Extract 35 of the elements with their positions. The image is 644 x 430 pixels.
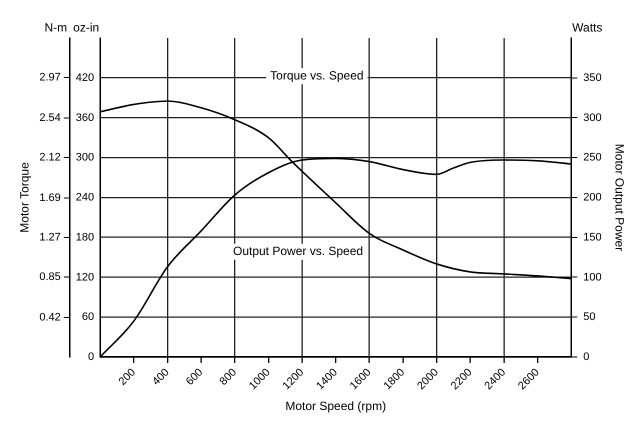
y-tick-label: 120	[76, 271, 94, 284]
y3-tick-label: 0.42	[39, 311, 61, 324]
y-tick-label: 0	[88, 350, 94, 363]
annotation: Output Power vs. Speed	[232, 244, 364, 258]
text: oz-in	[73, 20, 100, 34]
text: Watts	[572, 20, 602, 34]
y2-axis-title: Motor Output Power	[612, 144, 626, 252]
y2-tick-label: 0	[583, 350, 590, 363]
y-axis-title: Motor Torque	[18, 162, 32, 233]
y2-tick-label: 350	[583, 72, 602, 84]
x-tick-label: 600	[184, 366, 206, 388]
y-tick-label: 240	[76, 192, 94, 204]
y3-tick-label: 0.85	[39, 271, 61, 284]
y2-tick-label: 300	[583, 112, 602, 124]
y-tick-label: 360	[76, 112, 94, 124]
y3-tick-label: 1.69	[39, 192, 61, 204]
y2-tick-label: 250	[583, 152, 602, 164]
y2-tick-label: 200	[583, 192, 602, 204]
y3-tick-label: 1.27	[39, 232, 61, 244]
y-tick-label: 60	[82, 311, 94, 324]
y2-tick-label: 150	[583, 231, 602, 244]
y2-tick-label: 100	[583, 271, 602, 284]
y3-tick-label: 2.54	[39, 112, 61, 124]
y3-tick-label: 2.97	[39, 72, 61, 84]
x-tick-label: 200	[116, 366, 138, 388]
y-tick-label: 420	[76, 72, 94, 84]
x-tick-label: 800	[218, 366, 240, 388]
y-tick-label: 300	[76, 152, 94, 164]
text: N-m	[44, 20, 68, 34]
x-tick-label: 400	[150, 366, 172, 388]
annotation: Torque vs. Speed	[270, 68, 364, 83]
x-axis-title: Motor Speed (rpm)	[285, 399, 386, 414]
y2-tick-label: 50	[583, 311, 596, 324]
y3-tick-label: 2.12	[39, 152, 61, 164]
y-tick-label: 180	[76, 231, 94, 244]
